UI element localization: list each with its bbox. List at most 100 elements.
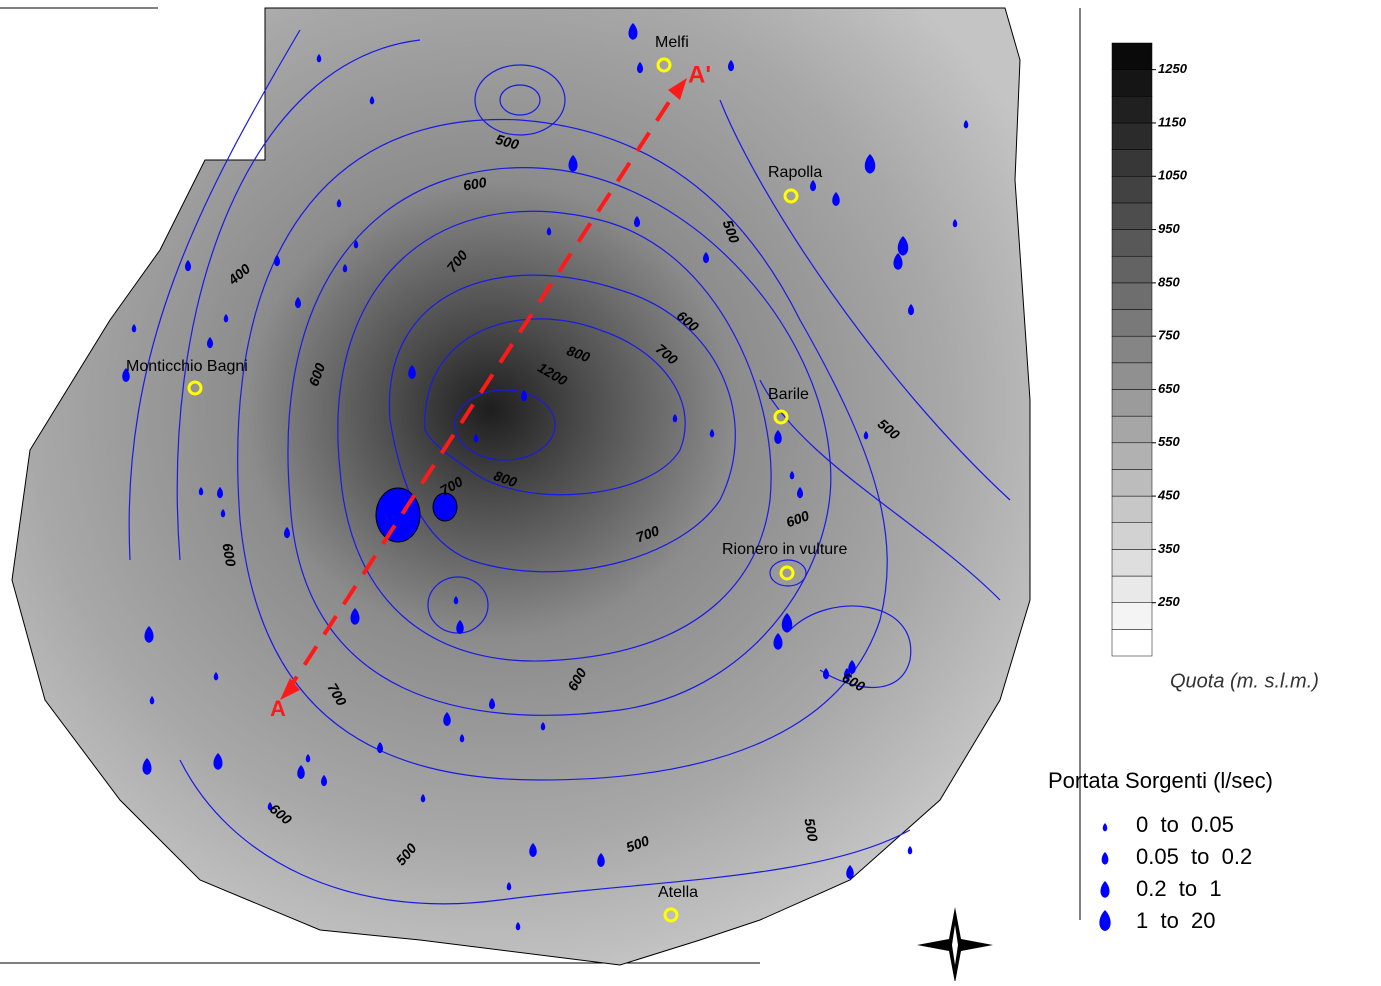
springs-legend: 0 to 0.05 0.05 to 0.2 0.2 to 1 1 to 20: [1099, 812, 1252, 933]
contour-label: 600: [219, 542, 239, 568]
spring: [848, 660, 856, 674]
town-name: Melfi: [655, 34, 689, 51]
colorbar-band: [1111, 229, 1153, 257]
colorbar-band: [1111, 202, 1153, 230]
town-marker: [187, 380, 203, 396]
spring: [709, 429, 715, 438]
town-name: Monticchio Bagni: [126, 358, 248, 375]
spring: [142, 758, 152, 775]
contour-label: 600: [784, 507, 812, 530]
section-label: A': [688, 61, 711, 88]
colorbar-band: [1111, 469, 1153, 497]
springs: [122, 23, 969, 931]
spring: [963, 120, 969, 129]
contour-label: 600: [305, 361, 328, 389]
colorbar-band: [1111, 362, 1153, 390]
spring: [321, 775, 327, 787]
town-name: Rionero in vulture: [722, 541, 848, 558]
spring: [453, 596, 459, 605]
spring: [907, 846, 913, 855]
spring: [336, 199, 342, 208]
town-marker: [663, 907, 679, 923]
spring: [456, 620, 464, 634]
colorbar-band: [1111, 575, 1153, 603]
spring: [628, 23, 638, 40]
town-marker: [656, 57, 672, 73]
colorbar-band: [1111, 42, 1153, 70]
spring: [540, 722, 546, 731]
spring: [267, 802, 273, 811]
spring: [213, 672, 219, 681]
spring: [637, 62, 643, 74]
spring: [774, 430, 782, 444]
spring: [568, 155, 578, 172]
spring: [546, 227, 552, 236]
spring: [634, 216, 640, 228]
town-marker: [779, 565, 795, 581]
spring: [420, 794, 426, 803]
spring: [529, 843, 537, 857]
colorbar-band: [1111, 389, 1153, 417]
town-name: Atella: [658, 884, 698, 901]
spring: [810, 180, 816, 192]
arrow: [280, 678, 300, 700]
spring: [893, 253, 903, 270]
spring: [342, 264, 348, 273]
colorbar-band: [1111, 415, 1153, 444]
colorbar-title: Quota (m. s.l.m.): [1170, 670, 1319, 692]
spring: [207, 337, 213, 349]
colorbar-band: [1111, 255, 1153, 284]
colorbar-band: [1111, 335, 1153, 364]
colorbar-band: [1111, 122, 1153, 150]
contour-label: 500: [801, 817, 821, 843]
spring: [473, 434, 479, 443]
colorbar-tick-label: 850: [1158, 274, 1180, 289]
spring: [131, 324, 137, 333]
colorbar-band: [1111, 69, 1153, 97]
contour-label: 700: [634, 522, 662, 545]
town-name: Rapolla: [768, 164, 822, 181]
spring: [908, 304, 914, 316]
contour-label: 500: [624, 832, 652, 855]
spring: [489, 698, 495, 710]
spring: [122, 368, 130, 382]
section-line: [283, 83, 682, 697]
spring: [832, 192, 840, 206]
arrow: [668, 78, 687, 100]
spring: [198, 487, 204, 496]
legend-label: 0 to 0.05: [1136, 812, 1234, 837]
spring: [797, 487, 803, 499]
contours: [128, 29, 1011, 905]
colorbar-band: [1111, 549, 1153, 577]
spring: [213, 753, 223, 770]
spring: [297, 765, 305, 779]
legend-symbol: [1099, 910, 1111, 931]
spring: [521, 390, 527, 402]
spring: [443, 712, 451, 726]
town-marker: [773, 409, 789, 425]
colorbar-band: [1111, 522, 1153, 550]
colorbar-band: [1111, 629, 1153, 657]
contour-label: 800: [565, 342, 593, 365]
towns: Melfi Rapolla Monticchio Bagni Barile Rioner…: [126, 34, 848, 923]
spring: [369, 96, 375, 105]
colorbar-band: [1111, 282, 1153, 310]
spring: [952, 219, 958, 228]
spring: [220, 509, 226, 518]
legend-label: 1 to 20: [1136, 908, 1216, 933]
colorbar: 1250 1150 1050 950 850 750 650 550 450 350 250: [1111, 42, 1188, 657]
spring: [350, 608, 360, 625]
spring: [274, 255, 280, 267]
colorbar-tick-label: 450: [1157, 488, 1180, 503]
spring: [823, 668, 829, 680]
north-arrow: [917, 907, 993, 983]
spring: [408, 365, 416, 379]
town-marker: [783, 188, 799, 204]
colorbar-tick-label: 250: [1157, 594, 1180, 609]
spring: [897, 236, 909, 256]
colorbar-band: [1111, 495, 1153, 523]
spring: [703, 252, 709, 264]
colorbar-band: [1111, 309, 1153, 337]
colorbar-tick-label: 350: [1158, 541, 1180, 556]
